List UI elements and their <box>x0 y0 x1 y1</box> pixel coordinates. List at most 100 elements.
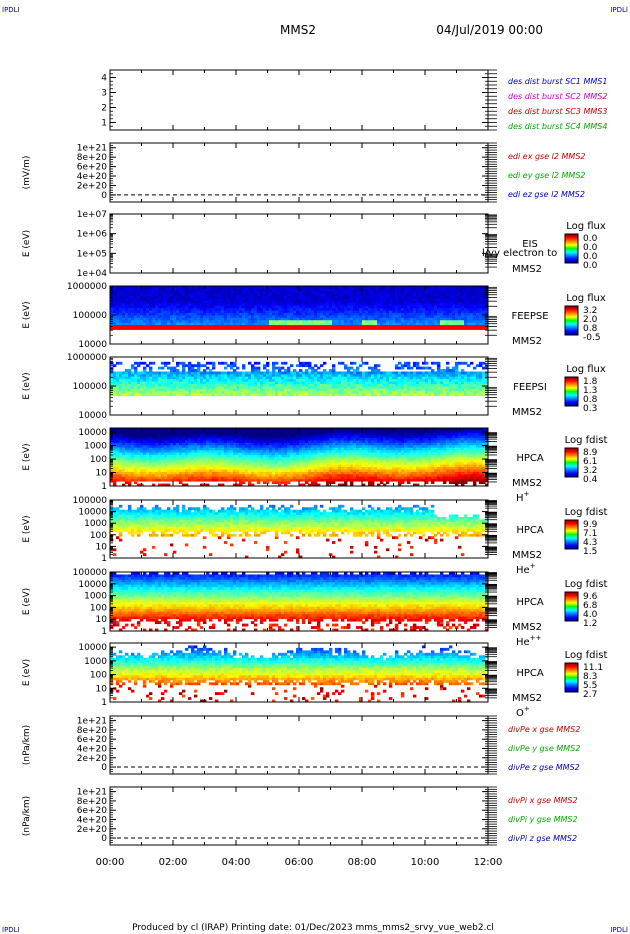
spectrogram-cell <box>173 457 177 460</box>
spectrogram-cell <box>329 386 333 389</box>
spectrogram-cell <box>467 288 471 292</box>
spectrogram-cell <box>206 317 210 321</box>
spectrogram-cell <box>395 315 399 318</box>
spectrogram-cell <box>170 383 174 387</box>
spectrogram-cell <box>167 376 171 380</box>
spectrogram-cell <box>437 319 441 323</box>
spectrogram-cell <box>152 393 156 397</box>
spectrogram-cell <box>182 444 186 448</box>
instrument-label: FEEPSE <box>511 311 548 322</box>
spectrogram-cell <box>407 312 411 316</box>
spectrogram-cell <box>287 310 291 313</box>
spectrogram-cell <box>254 386 258 389</box>
spectrogram-cell <box>293 378 297 382</box>
spectrogram-cell <box>293 315 297 318</box>
spectrogram-cell <box>185 298 189 301</box>
spectrogram-cell <box>197 437 201 441</box>
spectrogram-cell <box>128 440 132 443</box>
spectrogram-cell <box>167 373 171 377</box>
spectrogram-cell <box>131 393 135 397</box>
spectrogram-cell <box>134 373 138 377</box>
spectrogram-cell <box>140 302 144 306</box>
spectrogram-cell <box>209 442 213 446</box>
spectrogram-cell <box>194 428 198 431</box>
spectrogram-cell <box>164 298 168 301</box>
spectrogram-cell <box>206 473 210 477</box>
spectrogram-cell <box>134 327 138 330</box>
spectrogram-cell <box>284 315 288 318</box>
spectrogram-cell <box>335 290 339 294</box>
spectrogram-cell <box>152 444 156 448</box>
spectrogram-cell <box>176 447 180 451</box>
spectrogram-cell <box>176 327 180 330</box>
spectrogram-cell <box>386 322 390 326</box>
spectrogram-cell <box>116 444 120 448</box>
spectrogram-cell <box>161 440 165 443</box>
colorbar-label: 0.0 <box>583 243 598 253</box>
spectrogram-cell <box>389 317 393 321</box>
spectrogram-cell <box>422 307 426 311</box>
spectrogram-cell <box>389 302 393 306</box>
spectrogram-cell <box>293 381 297 384</box>
spectrogram-cell <box>173 469 177 472</box>
spectrogram-cell <box>317 300 321 304</box>
spectrogram-cell <box>116 478 120 482</box>
spectrogram-cell <box>443 383 447 387</box>
spectrogram-cell <box>305 298 309 301</box>
spectrogram-cell <box>296 298 300 301</box>
spectrogram-cell <box>266 293 270 297</box>
spectrogram-cell <box>182 310 186 313</box>
spectrogram-cell <box>146 466 150 470</box>
spectrogram-cell <box>161 322 165 326</box>
spectrogram-cell <box>218 371 222 375</box>
spectrogram-cell <box>338 310 342 313</box>
spectrogram-cell <box>191 366 195 370</box>
spectrogram-cell <box>329 390 333 394</box>
spectrogram-cell <box>434 388 438 392</box>
spectrogram-cell <box>257 322 261 326</box>
spectrogram-cell <box>341 371 345 375</box>
spectrogram-cell <box>281 390 285 394</box>
spectrogram-cell <box>230 302 234 306</box>
spectrogram-cell <box>221 371 225 375</box>
y-tick-label: 10000 <box>78 411 107 421</box>
spectrogram-cell <box>296 324 300 328</box>
spectrogram-cell <box>233 286 237 289</box>
spectrogram-cell <box>143 310 147 313</box>
spectrogram-cell <box>164 322 168 326</box>
spectrogram-cell <box>263 366 267 370</box>
spectrogram-cell <box>125 378 129 382</box>
spectrogram-cell <box>401 293 405 297</box>
spectrogram-cell <box>446 310 450 313</box>
spectrogram-cell <box>404 322 408 326</box>
spectrogram-cell <box>407 381 411 384</box>
spectrogram-cell <box>170 435 174 439</box>
spectrogram-cell <box>134 310 138 313</box>
spectrogram-cell <box>179 378 183 382</box>
spectrogram-cell <box>356 293 360 297</box>
spectrogram-cell <box>122 457 126 460</box>
spectrogram-cell <box>440 315 444 318</box>
spectrogram-cell <box>200 390 204 394</box>
spectrogram-cell <box>470 324 474 328</box>
spectrogram-cell <box>146 388 150 392</box>
spectrogram-cell <box>332 288 336 292</box>
spectrogram-cell <box>206 381 210 384</box>
spectrogram-cell <box>245 317 249 321</box>
spectrogram-cell <box>158 300 162 304</box>
spectrogram-cell <box>110 435 114 439</box>
spectrogram-cell <box>407 295 411 299</box>
spectrogram-cell <box>323 371 327 375</box>
spectrogram-cell <box>479 307 483 311</box>
spectrogram-cell <box>215 327 219 330</box>
spectrogram-cell <box>257 310 261 313</box>
spectrogram-cell <box>401 373 405 377</box>
spectrogram-cell <box>413 302 417 306</box>
spectrogram-cell <box>329 315 333 318</box>
spectrogram-cell <box>146 476 150 480</box>
spectrogram-cell <box>125 310 129 313</box>
spectrogram-cell <box>398 390 402 394</box>
spectrogram-cell <box>206 361 210 365</box>
spectrogram-cell <box>380 286 384 289</box>
spectrogram-cell <box>179 457 183 460</box>
